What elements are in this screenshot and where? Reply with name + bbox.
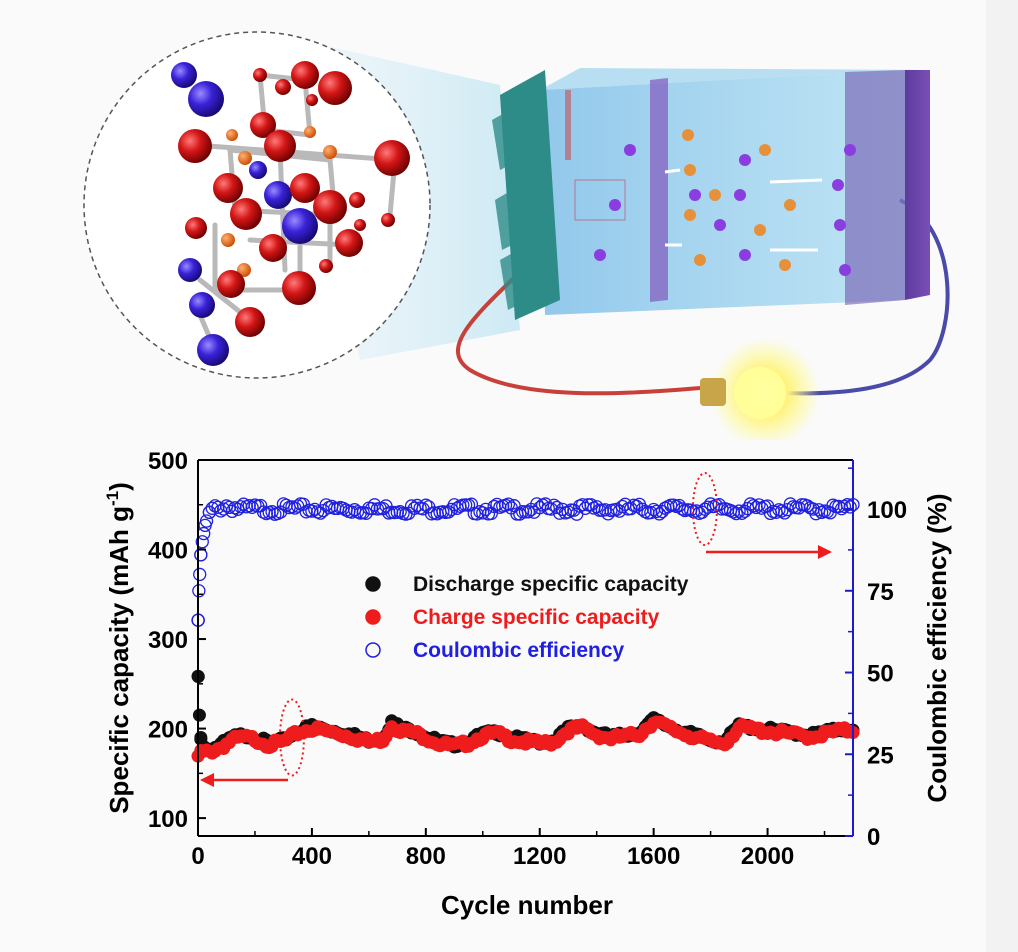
annotations — [200, 472, 832, 787]
y-tick-label: 100 — [148, 806, 188, 833]
ce-point — [265, 505, 279, 519]
battery-cell — [492, 68, 930, 320]
ce-point — [194, 548, 208, 562]
ce-point — [476, 506, 490, 520]
ce-point — [195, 535, 209, 549]
page-margin — [986, 0, 1018, 952]
y-axis-label-close: ) — [104, 482, 134, 491]
ce-point — [752, 498, 766, 512]
y-tick-label: 200 — [148, 717, 188, 744]
legend: Discharge specific capacity Charge specif… — [365, 573, 689, 662]
y2-tick-label: 25 — [867, 742, 894, 769]
y-tick-label: 400 — [148, 538, 188, 565]
ce-point — [561, 505, 575, 519]
highlight-ellipse-right — [691, 472, 718, 547]
blue-wire — [779, 198, 950, 396]
legend-label: Coulombic efficiency — [413, 639, 625, 662]
ce-point — [703, 497, 718, 511]
ce-point — [464, 497, 479, 511]
ce-point — [193, 567, 207, 582]
ce-point — [225, 504, 239, 519]
ce-point — [843, 500, 857, 514]
legend-label: Charge specific capacity — [413, 606, 660, 629]
ce-point — [729, 506, 743, 521]
y2-tick-label: 50 — [867, 661, 894, 688]
axis-ticks: 0 400 800 1200 1600 2000 100 200 300 400 500 0 25 50 7… — [148, 448, 907, 870]
arrow-head-right — [818, 545, 832, 559]
y-axis-label: Specific capacity (mAh g-1) — [103, 482, 134, 814]
y-tick-label: 300 — [148, 627, 188, 654]
ce-point — [393, 504, 407, 519]
ce-point — [245, 500, 259, 515]
crystal-structure-inset — [83, 31, 431, 379]
legend-marker — [365, 609, 381, 625]
arrow-head-left — [200, 773, 214, 787]
legend-label: Discharge specific capacity — [413, 573, 689, 596]
x-tick-label: 0 — [191, 843, 204, 870]
y-axis-label-sup: -1 — [103, 491, 122, 506]
plot-area — [191, 497, 860, 763]
y2-tick-label: 75 — [867, 579, 894, 606]
ce-point — [501, 497, 516, 511]
ce-point — [202, 505, 217, 519]
ce-point — [649, 504, 664, 519]
series-charge-capacity — [191, 715, 860, 763]
series-coulombic-efficiency — [191, 497, 860, 627]
ce-point — [521, 505, 535, 519]
ce-point — [198, 518, 212, 533]
x-axis-label: Cycle number — [441, 890, 613, 920]
y2-tick-label: 0 — [867, 824, 880, 851]
legend-marker — [365, 642, 381, 658]
y2-axis-label: Coulombic efficiency (%) — [922, 493, 952, 802]
ce-point — [837, 499, 852, 514]
ce-point — [530, 497, 544, 511]
chart: 0 400 800 1200 1600 2000 100 200 300 400 500 0 25 50 7… — [103, 448, 952, 920]
ce-point — [775, 504, 789, 518]
highlight-ellipse-left — [278, 698, 305, 777]
light-bulb — [700, 338, 820, 440]
y-axis-label-main: Specific capacity (mAh g — [104, 506, 134, 814]
ce-point — [513, 507, 527, 521]
x-tick-label: 2000 — [741, 843, 794, 870]
y2-tick-label: 100 — [867, 497, 907, 524]
ce-point — [732, 504, 746, 518]
legend-marker — [365, 576, 381, 592]
x-tick-label: 800 — [406, 843, 446, 870]
ce-point — [197, 526, 211, 541]
x-tick-label: 1200 — [513, 843, 566, 870]
red-wire — [456, 273, 701, 396]
x-tick-label: 400 — [292, 843, 332, 870]
illustration — [83, 31, 950, 440]
x-tick-label: 1600 — [627, 843, 680, 870]
y-tick-label: 500 — [148, 448, 188, 475]
discharge-point — [192, 708, 206, 722]
